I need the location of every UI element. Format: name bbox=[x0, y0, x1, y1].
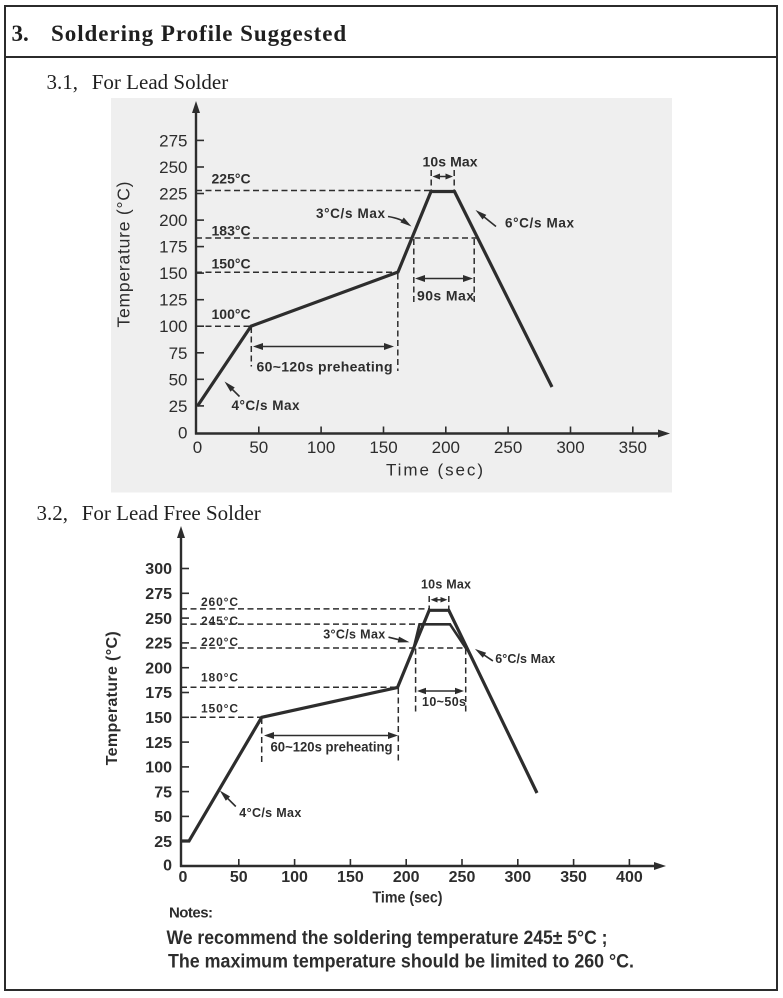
svg-text:350: 350 bbox=[619, 438, 647, 457]
svg-text:We recommend the soldering tem: We recommend the soldering temperature 2… bbox=[167, 928, 608, 949]
svg-text:175: 175 bbox=[145, 685, 172, 702]
svg-text:0: 0 bbox=[163, 858, 172, 875]
svg-text:125: 125 bbox=[159, 291, 187, 310]
svg-text:220°C: 220°C bbox=[201, 635, 238, 649]
svg-text:75: 75 bbox=[169, 344, 188, 363]
svg-text:125: 125 bbox=[145, 735, 172, 752]
svg-text:100: 100 bbox=[145, 760, 172, 777]
svg-text:4°C/s Max: 4°C/s Max bbox=[239, 806, 301, 820]
svg-text:400: 400 bbox=[616, 869, 643, 886]
svg-text:50: 50 bbox=[230, 869, 248, 886]
svg-text:150: 150 bbox=[369, 438, 397, 457]
svg-text:60~120s preheating: 60~120s preheating bbox=[257, 358, 393, 374]
svg-text:25: 25 bbox=[154, 834, 172, 851]
svg-text:225: 225 bbox=[159, 185, 187, 204]
svg-text:250: 250 bbox=[145, 611, 172, 628]
svg-text:6°C/s Max: 6°C/s Max bbox=[495, 652, 555, 666]
svg-text:100: 100 bbox=[307, 438, 335, 457]
svg-text:100: 100 bbox=[281, 869, 308, 886]
svg-text:225°C: 225°C bbox=[212, 171, 251, 187]
svg-text:10s Max: 10s Max bbox=[423, 154, 478, 170]
svg-text:200: 200 bbox=[432, 438, 460, 457]
svg-text:150: 150 bbox=[145, 710, 172, 727]
svg-text:275: 275 bbox=[159, 131, 187, 150]
svg-text:260°C: 260°C bbox=[201, 595, 238, 609]
svg-text:75: 75 bbox=[154, 784, 172, 801]
svg-text:0: 0 bbox=[178, 424, 187, 443]
svg-text:60~120s preheating: 60~120s preheating bbox=[271, 739, 393, 755]
svg-text:245°C: 245°C bbox=[201, 614, 238, 628]
svg-text:183°C: 183°C bbox=[212, 222, 251, 238]
svg-text:50: 50 bbox=[154, 809, 172, 826]
svg-text:10s Max: 10s Max bbox=[421, 578, 471, 592]
svg-text:200: 200 bbox=[145, 660, 172, 677]
svg-text:150°C: 150°C bbox=[201, 701, 238, 715]
svg-text:90s Max: 90s Max bbox=[417, 287, 474, 303]
svg-text:100: 100 bbox=[159, 317, 187, 336]
svg-text:0: 0 bbox=[193, 438, 202, 457]
svg-text:200: 200 bbox=[159, 211, 187, 230]
svg-text:Time (sec): Time (sec) bbox=[386, 460, 483, 479]
svg-text:250: 250 bbox=[494, 438, 522, 457]
svg-text:0: 0 bbox=[179, 869, 188, 886]
svg-text:50: 50 bbox=[169, 370, 188, 389]
svg-text:150: 150 bbox=[337, 869, 364, 886]
svg-text:4°C/s Max: 4°C/s Max bbox=[232, 398, 300, 413]
svg-text:6°C/s Max: 6°C/s Max bbox=[505, 216, 574, 231]
svg-text:175: 175 bbox=[159, 238, 187, 257]
svg-text:275: 275 bbox=[145, 586, 172, 603]
svg-text:300: 300 bbox=[145, 561, 172, 578]
svg-text:250: 250 bbox=[449, 869, 476, 886]
svg-text:350: 350 bbox=[560, 869, 587, 886]
svg-text:Temperature (°C): Temperature (°C) bbox=[104, 631, 121, 765]
svg-text:The maximum temperature should: The maximum temperature should be limite… bbox=[168, 951, 634, 972]
svg-text:200: 200 bbox=[393, 869, 420, 886]
svg-text:3°C/s Max: 3°C/s Max bbox=[323, 627, 385, 641]
svg-text:100°C: 100°C bbox=[212, 306, 251, 322]
svg-text:25: 25 bbox=[169, 397, 188, 416]
svg-text:300: 300 bbox=[504, 869, 531, 886]
svg-text:Notes:: Notes: bbox=[169, 905, 213, 922]
svg-text:Time (sec): Time (sec) bbox=[373, 890, 443, 907]
svg-text:180°C: 180°C bbox=[201, 670, 238, 684]
svg-text:250: 250 bbox=[159, 158, 187, 177]
svg-text:150: 150 bbox=[159, 264, 187, 283]
svg-text:3°C/s Max: 3°C/s Max bbox=[316, 206, 385, 221]
svg-text:50: 50 bbox=[249, 438, 268, 457]
svg-text:10~50s: 10~50s bbox=[422, 695, 466, 709]
svg-text:Temperature (°C): Temperature (°C) bbox=[114, 182, 134, 328]
svg-text:150°C: 150°C bbox=[212, 256, 251, 272]
svg-text:225: 225 bbox=[145, 636, 172, 653]
svg-text:300: 300 bbox=[556, 438, 584, 457]
